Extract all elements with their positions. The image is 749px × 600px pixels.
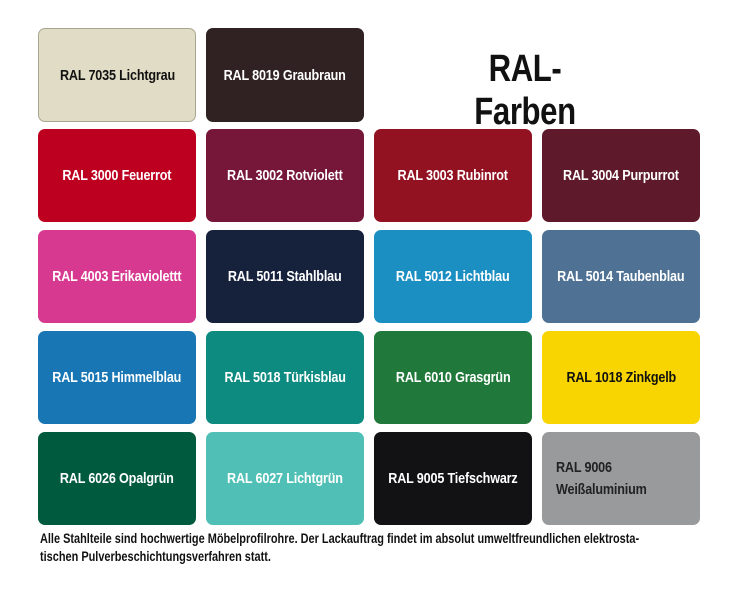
color-swatch: RAL 6010 Grasgrün [374, 331, 532, 424]
caption-line: Alle Stahlteile sind hochwertige Möbelpr… [40, 531, 640, 546]
color-swatch: RAL 5012 Lichtblau [374, 230, 532, 323]
swatch-label: RAL 9005 Tiefschwarz [388, 470, 518, 487]
swatch-label: RAL 3004 Purpurrot [563, 167, 679, 184]
color-swatch: RAL 8019 Graubraun [206, 28, 364, 122]
color-swatch: RAL 7035 Lichtgrau [38, 28, 196, 122]
color-swatch: RAL 1018 Zinkgelb [542, 331, 700, 424]
caption-line: tischen Pulverbeschichtungsverfahren sta… [40, 549, 271, 564]
swatch-label: RAL 4003 Erikaviolettt [52, 268, 182, 285]
swatch-label: RAL 5014 Taubenblau [557, 268, 685, 285]
swatch-label: RAL 5012 Lichtblau [396, 268, 510, 285]
color-swatch: RAL 4003 Erikaviolettt [38, 230, 196, 323]
color-swatch: RAL 3000 Feuerrot [38, 129, 196, 222]
swatch-label: RAL 3002 Rotviolett [227, 167, 343, 184]
swatch-label: RAL 5018 Türkisblau [224, 369, 346, 386]
swatch-label: RAL 5015 Himmelblau [52, 369, 182, 386]
color-swatch: RAL 5014 Taubenblau [542, 230, 700, 323]
swatch-label: RAL 3003 Rubinrot [397, 167, 509, 184]
color-swatch: RAL 9006 Weißaluminium [542, 432, 700, 525]
swatch-label: RAL 1018 Zinkgelb [566, 369, 676, 386]
color-swatch: RAL 6027 Lichtgrün [206, 432, 364, 525]
color-swatch: RAL 3002 Rotviolett [206, 129, 364, 222]
swatch-label: RAL 6010 Grasgrün [395, 369, 511, 386]
page-title: RAL-Farben [474, 48, 576, 133]
color-swatch: RAL 5015 Himmelblau [38, 331, 196, 424]
swatch-label: RAL 7035 Lichtgrau [59, 66, 175, 84]
color-swatch: RAL 3004 Purpurrot [542, 129, 700, 222]
swatch-label: RAL 6027 Lichtgrün [227, 470, 343, 487]
swatch-label: RAL 9006 Weißaluminium [556, 458, 647, 498]
swatch-label: RAL 8019 Graubraun [223, 66, 347, 84]
swatch-label: RAL 3000 Feuerrot [62, 167, 172, 184]
color-swatch: RAL 6026 Opalgrün [38, 432, 196, 525]
caption: Alle Stahlteile sind hochwertige Möbelpr… [40, 530, 688, 566]
swatch-label: RAL 5011 Stahlblau [228, 268, 342, 285]
swatch-label: RAL 6026 Opalgrün [60, 470, 174, 487]
color-swatch: RAL 9005 Tiefschwarz [374, 432, 532, 525]
color-swatch: RAL 5018 Türkisblau [206, 331, 364, 424]
color-swatch: RAL 5011 Stahlblau [206, 230, 364, 323]
color-swatch: RAL 3003 Rubinrot [374, 129, 532, 222]
